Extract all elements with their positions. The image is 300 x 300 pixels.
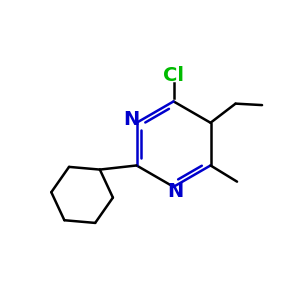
Text: N: N [123,110,140,129]
Text: Cl: Cl [163,66,184,85]
Text: N: N [167,182,183,201]
